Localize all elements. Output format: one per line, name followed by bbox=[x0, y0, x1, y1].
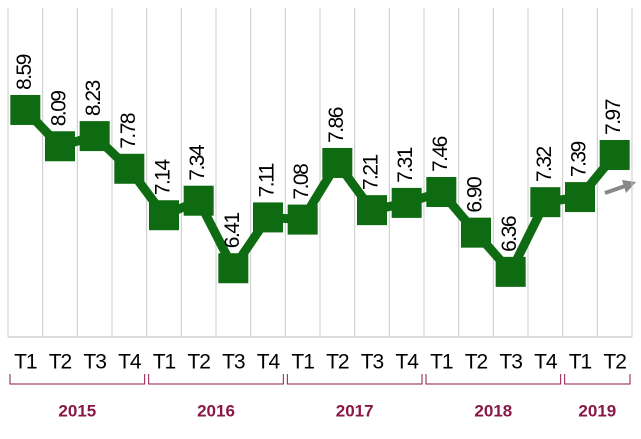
value-label: 7.78 bbox=[117, 113, 140, 149]
x-tick-label: T4 bbox=[257, 351, 281, 374]
value-label: 7.34 bbox=[186, 144, 209, 181]
year-bracket bbox=[9, 374, 146, 385]
marker bbox=[114, 153, 145, 184]
value-label: 7.21 bbox=[360, 154, 383, 190]
value-label: 7.11 bbox=[256, 163, 279, 197]
value-label: 8.09 bbox=[48, 91, 71, 127]
value-label: 7.46 bbox=[429, 136, 452, 172]
x-tick-label: T2 bbox=[187, 351, 210, 374]
year-label: 2018 bbox=[474, 401, 512, 420]
marker bbox=[530, 187, 561, 218]
marker bbox=[495, 256, 526, 287]
x-tick-label: T1 bbox=[14, 351, 37, 374]
marker bbox=[599, 139, 630, 170]
marker bbox=[357, 195, 387, 226]
marker bbox=[253, 202, 283, 233]
marker bbox=[183, 185, 214, 216]
value-label: 7.31 bbox=[394, 147, 417, 183]
x-tick-label: T4 bbox=[534, 351, 558, 374]
value-label: 6.36 bbox=[498, 216, 521, 252]
x-tick-label: T1 bbox=[291, 351, 314, 374]
marker bbox=[461, 217, 491, 248]
marker bbox=[391, 187, 422, 218]
x-tick-label: T3 bbox=[361, 351, 384, 374]
value-label: 8.59 bbox=[13, 54, 36, 90]
year-label: 2016 bbox=[197, 401, 235, 420]
value-label: 7.14 bbox=[152, 159, 175, 196]
year-bracket bbox=[148, 374, 284, 385]
marker bbox=[79, 121, 110, 152]
year-bracket bbox=[564, 374, 631, 385]
trend-arrow-head bbox=[622, 180, 636, 193]
x-tick-label: T3 bbox=[499, 351, 522, 374]
x-tick-label: T2 bbox=[49, 351, 72, 374]
x-tick-label: T1 bbox=[430, 351, 453, 374]
marker bbox=[10, 94, 41, 125]
marker bbox=[218, 253, 249, 284]
x-tick-label: T3 bbox=[83, 351, 106, 374]
value-label: 7.97 bbox=[602, 99, 625, 135]
x-tick-label: T4 bbox=[395, 351, 419, 374]
x-tick-label: T2 bbox=[326, 351, 349, 374]
value-label: 7.32 bbox=[533, 146, 556, 182]
value-label: 7.39 bbox=[568, 141, 591, 177]
value-label: 6.41 bbox=[221, 213, 244, 249]
value-label: 8.23 bbox=[82, 80, 105, 116]
year-label: 2017 bbox=[336, 401, 374, 420]
marker bbox=[322, 147, 353, 178]
value-label: 7.86 bbox=[325, 107, 348, 143]
marker bbox=[426, 177, 457, 208]
year-bracket bbox=[286, 374, 423, 385]
marker bbox=[45, 131, 75, 162]
value-label: 6.90 bbox=[464, 177, 487, 213]
x-tick-label: T2 bbox=[465, 351, 488, 374]
x-tick-label: T4 bbox=[118, 351, 142, 374]
value-label: 7.08 bbox=[290, 164, 313, 200]
marker bbox=[565, 182, 595, 213]
x-tick-label: T3 bbox=[222, 351, 245, 374]
x-tick-label: T1 bbox=[153, 351, 176, 374]
year-label: 2019 bbox=[578, 401, 616, 420]
x-tick-label: T1 bbox=[569, 351, 592, 374]
year-label: 2015 bbox=[58, 401, 96, 420]
marker bbox=[287, 204, 318, 235]
x-tick-label: T2 bbox=[603, 351, 626, 374]
year-bracket bbox=[425, 374, 562, 385]
marker bbox=[149, 200, 179, 231]
